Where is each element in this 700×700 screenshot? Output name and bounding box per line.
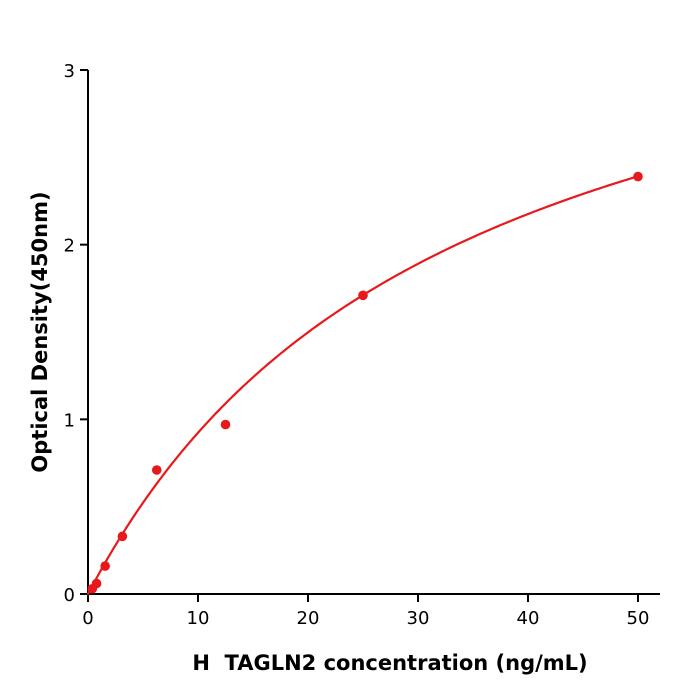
y-axis-title: Optical Density(450nm) xyxy=(28,191,52,472)
data-point xyxy=(117,531,128,542)
x-tick-label: 30 xyxy=(407,608,430,629)
data-point xyxy=(100,561,110,571)
data-point xyxy=(358,290,368,301)
y-tick-label: 1 xyxy=(64,410,75,431)
data-point xyxy=(91,578,102,589)
x-tick-label: 20 xyxy=(297,608,320,629)
data-point xyxy=(220,419,231,430)
x-tick-label: 0 xyxy=(82,608,93,629)
x-tick-label: 50 xyxy=(627,608,650,629)
data-point xyxy=(633,171,643,182)
y-tick-label: 3 xyxy=(64,61,75,82)
x-axis-title: H TAGLN2 concentration (ng/mL) xyxy=(192,651,587,675)
data-point xyxy=(151,465,162,475)
x-tick-label: 10 xyxy=(187,608,210,629)
fit-curve xyxy=(86,175,640,596)
x-tick-label: 40 xyxy=(517,608,540,629)
y-tick-label: 0 xyxy=(64,585,75,606)
y-tick-label: 2 xyxy=(64,236,75,257)
plot-area: 0 10 20 30 40 50 0 1 2 3 xyxy=(64,61,660,629)
